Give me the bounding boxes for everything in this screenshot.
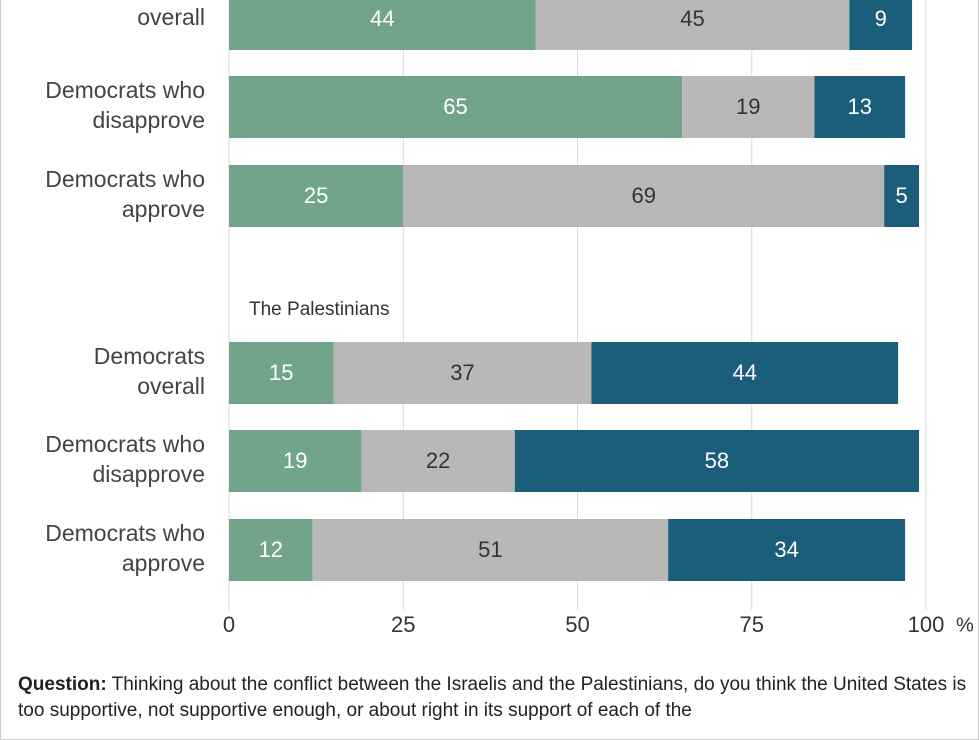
bar-value-label: 12 <box>259 537 283 562</box>
bar-value-label: 9 <box>875 6 887 31</box>
bar-value-label: 69 <box>631 183 655 208</box>
question-label: Question: <box>18 674 107 695</box>
bar-value-label: 45 <box>680 6 704 31</box>
bar-value-label: 25 <box>304 183 328 208</box>
question-text: Thinking about the conflict between the … <box>18 674 967 721</box>
bar-segment <box>682 76 815 138</box>
bar-segment <box>229 0 536 50</box>
x-tick-label: 0 <box>223 612 235 637</box>
bar-segment <box>312 519 669 581</box>
bar-value-label: 13 <box>848 94 872 119</box>
category-label: overall <box>137 373 205 399</box>
category-label: Democrats who <box>45 77 205 103</box>
x-tick-label: 50 <box>565 612 589 637</box>
category-label: Democrats who <box>45 431 205 457</box>
category-label: Democrats <box>94 343 205 369</box>
bar-value-label: 19 <box>736 94 760 119</box>
stacked-bar-chart: 44 45 9 overall 65 19 13 Democrats who disapprov… <box>45 0 974 637</box>
category-label: approve <box>122 196 205 222</box>
category-label: disapprove <box>92 107 205 133</box>
bar-segment <box>884 165 920 227</box>
bar-segment <box>668 519 906 581</box>
x-tick-label: 25 <box>391 612 415 637</box>
bar-segment <box>814 76 906 138</box>
category-label: Democrats who <box>45 166 205 192</box>
bar-value-label: 15 <box>269 360 293 385</box>
bar-value-label: 34 <box>774 537 798 562</box>
x-tick-suffix: % <box>956 614 974 636</box>
group-title: The Palestinians <box>249 299 389 320</box>
bar-value-label: 65 <box>443 94 467 119</box>
category-label: disapprove <box>92 461 205 487</box>
bar-value-label: 58 <box>705 448 729 473</box>
bar-segment <box>229 165 404 227</box>
bar-segment <box>849 0 913 50</box>
bar-segment <box>229 430 362 492</box>
bar-value-label: 5 <box>895 183 907 208</box>
bar-segment <box>229 519 313 581</box>
bar-value-label: 51 <box>478 537 502 562</box>
bar-value-label: 44 <box>733 360 757 385</box>
x-tick-label: 100 <box>908 612 945 637</box>
bar-segment <box>361 430 515 492</box>
category-label: overall <box>137 4 205 30</box>
bar-segment <box>535 0 850 50</box>
bar-value-label: 22 <box>426 448 450 473</box>
bar-segment <box>333 342 592 404</box>
bar-segment <box>403 165 885 227</box>
category-label: Democrats who <box>45 520 205 546</box>
category-label: approve <box>122 550 205 576</box>
bar-segment <box>229 76 683 138</box>
bar-segment <box>591 342 899 404</box>
x-tick-label: 75 <box>740 612 764 637</box>
bar-value-label: 19 <box>283 448 307 473</box>
bar-segment <box>229 342 334 404</box>
bar-segment <box>514 430 920 492</box>
bar-value-label: 37 <box>450 360 474 385</box>
question-note: Question: Thinking about the conflict be… <box>18 672 968 724</box>
bar-value-label: 44 <box>370 6 394 31</box>
